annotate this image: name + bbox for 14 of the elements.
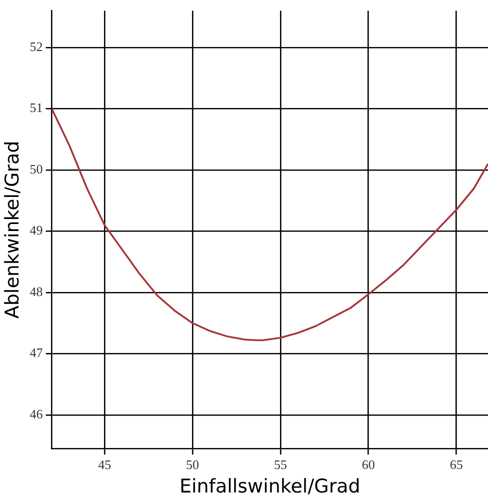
x-tick-label: 55 — [274, 456, 287, 472]
y-tick-label: 50 — [30, 161, 43, 176]
x-axis-title: Einfallswinkel/Grad — [179, 476, 360, 498]
y-tick-label: 51 — [30, 100, 43, 116]
y-tick-label: 46 — [30, 406, 44, 422]
y-tick-label: 52 — [30, 38, 43, 54]
y-tick-label: 47 — [30, 345, 44, 360]
x-tick-label: 45 — [98, 456, 112, 472]
y-tick-label: 48 — [30, 284, 43, 299]
y-axis-title: Ablenkwinkel/Grad — [1, 140, 24, 319]
y-tick-label: 49 — [30, 222, 43, 238]
x-tick-label: 50 — [186, 456, 200, 472]
x-tick-label: 60 — [362, 456, 375, 472]
x-tick-label: 65 — [450, 456, 463, 472]
